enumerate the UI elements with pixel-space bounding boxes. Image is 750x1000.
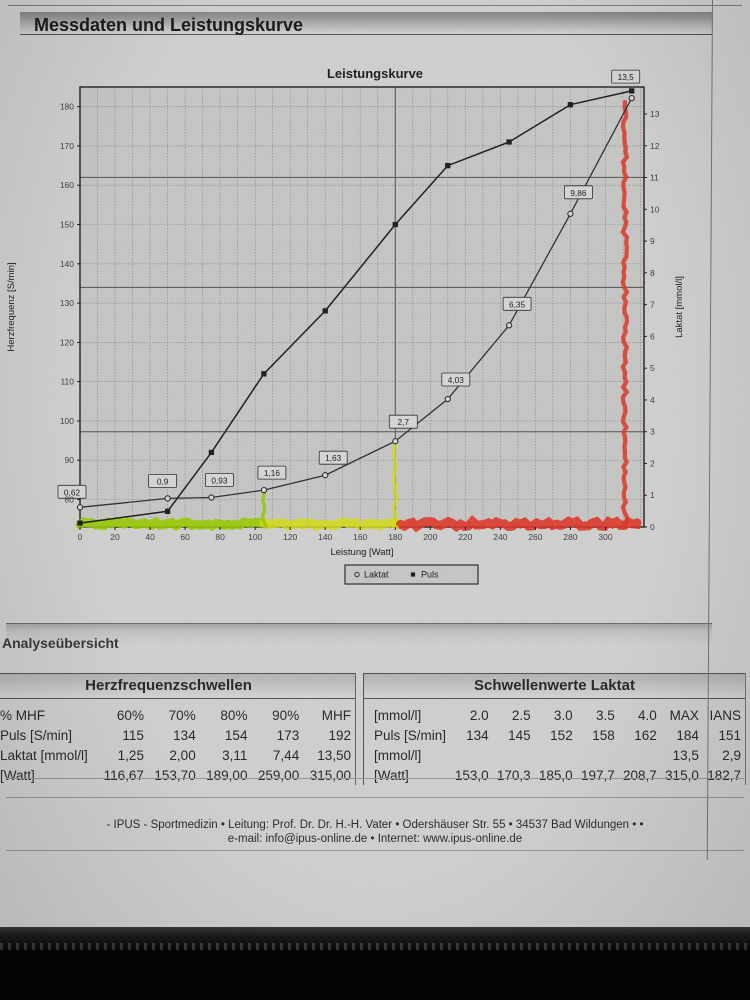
svg-text:9,86: 9,86	[570, 188, 587, 198]
svg-text:2: 2	[650, 459, 655, 469]
svg-text:13: 13	[650, 109, 660, 119]
svg-text:1,16: 1,16	[264, 468, 281, 478]
svg-text:110: 110	[60, 377, 74, 387]
svg-text:240: 240	[493, 532, 507, 542]
svg-text:1: 1	[650, 490, 655, 500]
svg-text:10: 10	[650, 204, 660, 214]
svg-text:4,03: 4,03	[448, 375, 465, 385]
svg-text:220: 220	[458, 532, 472, 542]
svg-text:170: 170	[60, 141, 74, 151]
svg-text:0,9: 0,9	[157, 476, 169, 486]
svg-text:20: 20	[110, 532, 120, 542]
svg-text:Herzfrequenz [S/min]: Herzfrequenz [S/min]	[6, 262, 17, 351]
svg-text:280: 280	[563, 532, 577, 542]
svg-text:6,35: 6,35	[509, 299, 526, 309]
svg-text:Laktat [mmol/l]: Laktat [mmol/l]	[674, 276, 685, 338]
svg-text:120: 120	[283, 532, 297, 542]
svg-text:120: 120	[60, 337, 74, 347]
svg-text:5: 5	[650, 363, 655, 373]
svg-text:80: 80	[215, 532, 225, 542]
svg-text:300: 300	[598, 532, 612, 542]
svg-text:180: 180	[388, 532, 402, 542]
svg-text:Leistung [Watt]: Leistung [Watt]	[330, 547, 393, 558]
svg-text:160: 160	[353, 532, 367, 542]
svg-text:7: 7	[650, 300, 655, 310]
svg-text:12: 12	[650, 141, 660, 151]
svg-text:140: 140	[318, 532, 332, 542]
svg-text:0: 0	[650, 522, 655, 532]
svg-text:Leistungskurve: Leistungskurve	[327, 66, 423, 81]
svg-text:40: 40	[145, 532, 155, 542]
svg-text:130: 130	[60, 298, 74, 308]
svg-text:0: 0	[78, 532, 83, 542]
svg-text:100: 100	[248, 532, 262, 542]
svg-text:60: 60	[180, 532, 190, 542]
svg-text:9: 9	[650, 236, 655, 246]
svg-text:Laktat: Laktat	[364, 570, 389, 580]
svg-text:200: 200	[423, 532, 437, 542]
svg-text:150: 150	[60, 220, 74, 230]
svg-text:2,7: 2,7	[398, 417, 410, 427]
svg-text:160: 160	[60, 180, 74, 190]
svg-text:4: 4	[650, 395, 655, 405]
svg-text:180: 180	[60, 102, 74, 112]
svg-text:1,63: 1,63	[325, 453, 342, 463]
svg-text:100: 100	[60, 416, 74, 426]
svg-text:6: 6	[650, 331, 655, 341]
svg-text:140: 140	[60, 259, 74, 269]
svg-text:3: 3	[650, 427, 655, 437]
svg-text:Puls: Puls	[421, 570, 439, 580]
svg-text:8: 8	[650, 268, 655, 278]
svg-text:13,5: 13,5	[618, 72, 635, 82]
svg-text:90: 90	[65, 455, 75, 465]
svg-text:11: 11	[650, 173, 659, 183]
svg-text:260: 260	[528, 532, 542, 542]
svg-text:0,93: 0,93	[211, 476, 228, 486]
svg-text:80: 80	[65, 495, 75, 505]
